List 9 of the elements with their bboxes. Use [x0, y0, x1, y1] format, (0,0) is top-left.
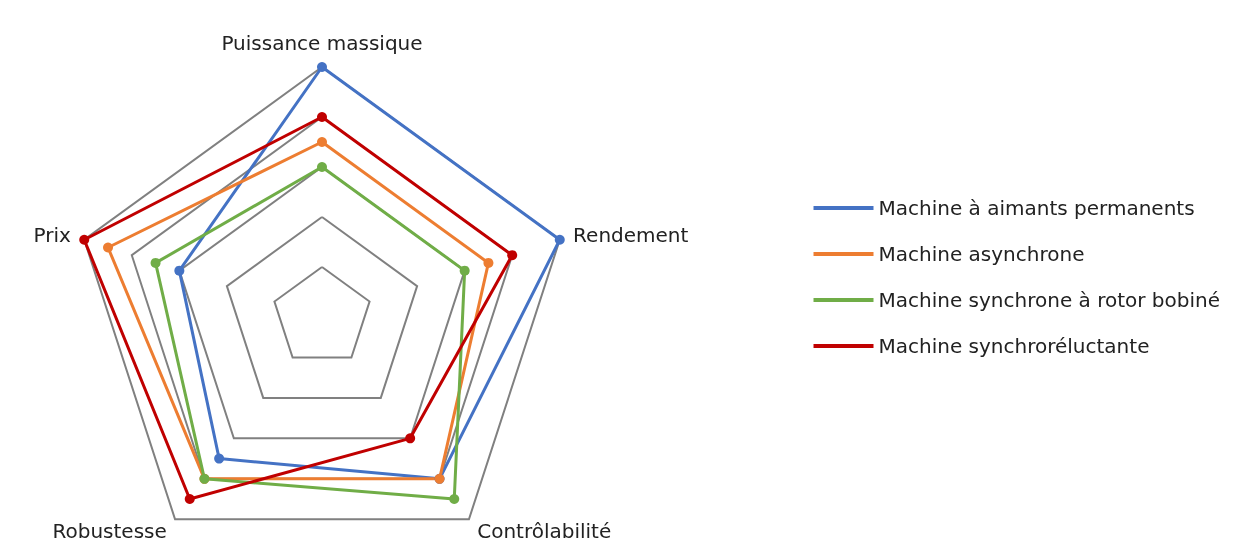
legend-label: Machine synchrone à rotor bobiné — [878, 288, 1221, 312]
legend-label: Machine à aimants permanents — [878, 196, 1195, 220]
spoke-label: Puissance massique — [221, 31, 423, 55]
legend-label: Machine synchroréluctante — [878, 334, 1150, 358]
legend-label: Machine asynchrone — [878, 242, 1085, 266]
spoke-label: Prix — [33, 223, 72, 248]
spoke-label: Contrôlabilité — [477, 518, 612, 543]
spoke-label: Robustesse — [52, 518, 167, 543]
spoke-label: Rendement — [573, 223, 689, 248]
